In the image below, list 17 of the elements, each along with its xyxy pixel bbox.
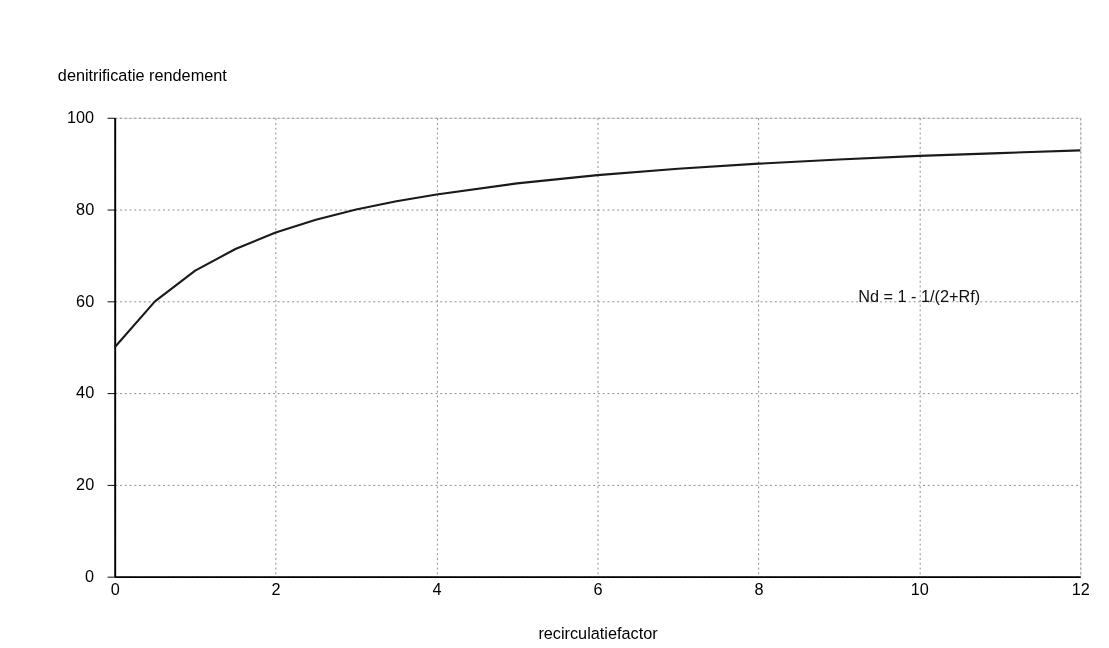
x-tick-label: 0 bbox=[110, 580, 120, 599]
y-tick-label: 40 bbox=[76, 383, 95, 402]
y-axis-title: denitrificatie rendement bbox=[57, 65, 228, 84]
y-tick-label: 20 bbox=[76, 475, 95, 494]
x-tick-label: 2 bbox=[271, 580, 281, 599]
x-tick-label: 4 bbox=[432, 580, 442, 599]
x-tick-label: 8 bbox=[754, 580, 764, 599]
annotation: Nd = 1 - 1/(2+Rf) bbox=[858, 286, 981, 305]
y-tick-label: 100 bbox=[67, 108, 95, 127]
x-axis-title: recirculatiefactor bbox=[538, 624, 659, 643]
y-tick-label: 80 bbox=[76, 199, 95, 218]
x-tick-label: 10 bbox=[910, 580, 929, 599]
y-tick-label: 60 bbox=[76, 291, 95, 310]
x-tick-label: 6 bbox=[593, 580, 603, 599]
x-tick-label: 12 bbox=[1071, 580, 1090, 599]
line-series bbox=[113, 149, 1082, 349]
y-tick-label: 0 bbox=[85, 566, 95, 585]
